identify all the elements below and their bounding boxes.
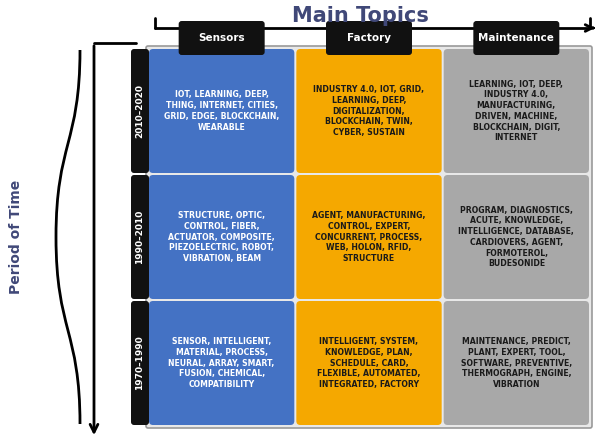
Text: 1970–1990: 1970–1990 bbox=[136, 336, 145, 390]
Text: Factory: Factory bbox=[347, 33, 391, 43]
FancyBboxPatch shape bbox=[296, 175, 442, 299]
FancyBboxPatch shape bbox=[326, 21, 412, 55]
FancyBboxPatch shape bbox=[296, 301, 442, 425]
Text: PROGRAM, DIAGNOSTICS,
ACUTE, KNOWLEDGE,
INTELLIGENCE, DATABASE,
CARDIOVERS, AGEN: PROGRAM, DIAGNOSTICS, ACUTE, KNOWLEDGE, … bbox=[458, 206, 574, 268]
FancyBboxPatch shape bbox=[443, 49, 589, 173]
FancyBboxPatch shape bbox=[179, 21, 265, 55]
FancyBboxPatch shape bbox=[443, 301, 589, 425]
Text: SENSOR, INTELLIGENT,
MATERIAL, PROCESS,
NEURAL, ARRAY, SMART,
FUSION, CHEMICAL,
: SENSOR, INTELLIGENT, MATERIAL, PROCESS, … bbox=[169, 337, 275, 389]
FancyBboxPatch shape bbox=[131, 175, 149, 299]
FancyBboxPatch shape bbox=[296, 49, 442, 173]
Text: Main Topics: Main Topics bbox=[292, 6, 428, 26]
FancyBboxPatch shape bbox=[146, 46, 592, 428]
Text: INDUSTRY 4.0, IOT, GRID,
LEARNING, DEEP,
DIGITALIZATION,
BLOCKCHAIN, TWIN,
CYBER: INDUSTRY 4.0, IOT, GRID, LEARNING, DEEP,… bbox=[313, 85, 425, 137]
FancyBboxPatch shape bbox=[473, 21, 559, 55]
Text: STRUCTURE, OPTIC,
CONTROL, FIBER,
ACTUATOR, COMPOSITE,
PIEZOELECTRIC, ROBOT,
VIB: STRUCTURE, OPTIC, CONTROL, FIBER, ACTUAT… bbox=[168, 211, 275, 263]
Text: 1990–2010: 1990–2010 bbox=[136, 210, 145, 264]
FancyBboxPatch shape bbox=[149, 175, 295, 299]
Text: INTELLIGENT, SYSTEM,
KNOWLEDGE, PLAN,
SCHEDULE, CARD,
FLEXIBLE, AUTOMATED,
INTEG: INTELLIGENT, SYSTEM, KNOWLEDGE, PLAN, SC… bbox=[317, 337, 421, 389]
Text: LEARNING, IOT, DEEP,
INDUSTRY 4.0,
MANUFACTURING,
DRIVEN, MACHINE,
BLOCKCHAIN, D: LEARNING, IOT, DEEP, INDUSTRY 4.0, MANUF… bbox=[469, 80, 563, 142]
Text: Maintenance: Maintenance bbox=[478, 33, 554, 43]
FancyBboxPatch shape bbox=[443, 175, 589, 299]
FancyBboxPatch shape bbox=[131, 301, 149, 425]
Text: Period of Time: Period of Time bbox=[9, 180, 23, 294]
Text: MAINTENANCE, PREDICT,
PLANT, EXPERT, TOOL,
SOFTWARE, PREVENTIVE,
THERMOGRAPH, EN: MAINTENANCE, PREDICT, PLANT, EXPERT, TOO… bbox=[461, 337, 572, 389]
FancyBboxPatch shape bbox=[131, 49, 149, 173]
Text: IOT, LEARNING, DEEP,
THING, INTERNET, CITIES,
GRID, EDGE, BLOCKCHAIN,
WEARABLE: IOT, LEARNING, DEEP, THING, INTERNET, CI… bbox=[164, 90, 280, 132]
Text: 2010–2020: 2010–2020 bbox=[136, 84, 145, 138]
FancyBboxPatch shape bbox=[149, 49, 295, 173]
FancyBboxPatch shape bbox=[149, 301, 295, 425]
Text: Sensors: Sensors bbox=[199, 33, 245, 43]
Text: AGENT, MANUFACTURING,
CONTROL, EXPERT,
CONCURRENT, PROCESS,
WEB, HOLON, RFID,
ST: AGENT, MANUFACTURING, CONTROL, EXPERT, C… bbox=[312, 211, 426, 263]
